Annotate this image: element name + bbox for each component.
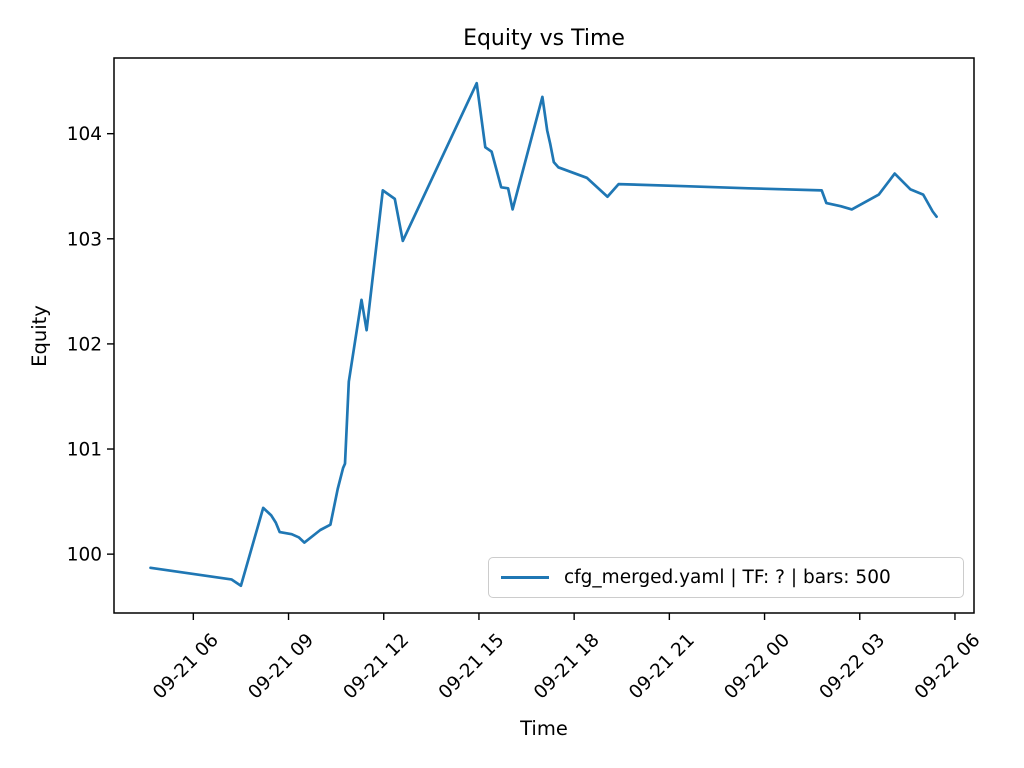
x-tick-label: 09-21 21 <box>625 630 699 704</box>
legend-label: cfg_merged.yaml | TF: ? | bars: 500 <box>564 567 891 588</box>
x-tick-label: 09-22 03 <box>816 630 890 704</box>
chart-title: Equity vs Time <box>463 26 625 51</box>
x-tick-label: 09-22 00 <box>720 630 794 704</box>
x-tick-label: 09-21 06 <box>149 630 223 704</box>
y-axis-label: Equity <box>28 305 51 367</box>
equity-line <box>149 81 938 588</box>
x-tick-label: 09-21 12 <box>340 630 414 704</box>
axis-tick-layer: 100 101 102 103 104 09-21 06 09-21 09 09-21 12 0… <box>67 124 985 703</box>
legend: cfg_merged.yaml | TF: ? | bars: 500 <box>488 557 964 598</box>
y-tick-label: 102 <box>67 334 102 355</box>
x-tick-label: 09-21 09 <box>244 630 318 704</box>
plot-frame <box>113 57 975 614</box>
x-tick-label: 09-21 18 <box>530 630 604 704</box>
x-axis-label: Time <box>519 717 568 740</box>
x-tick-label: 09-21 15 <box>435 630 509 704</box>
y-tick-label: 104 <box>67 124 102 145</box>
y-tick-label: 103 <box>67 229 102 250</box>
plot-frame-layer <box>113 57 975 614</box>
y-tick-label: 101 <box>67 440 102 461</box>
y-tick-label: 100 <box>67 545 102 566</box>
x-tick-label: 09-22 06 <box>911 630 985 704</box>
legend-line-swatch <box>501 576 549 579</box>
series-layer <box>149 81 938 588</box>
